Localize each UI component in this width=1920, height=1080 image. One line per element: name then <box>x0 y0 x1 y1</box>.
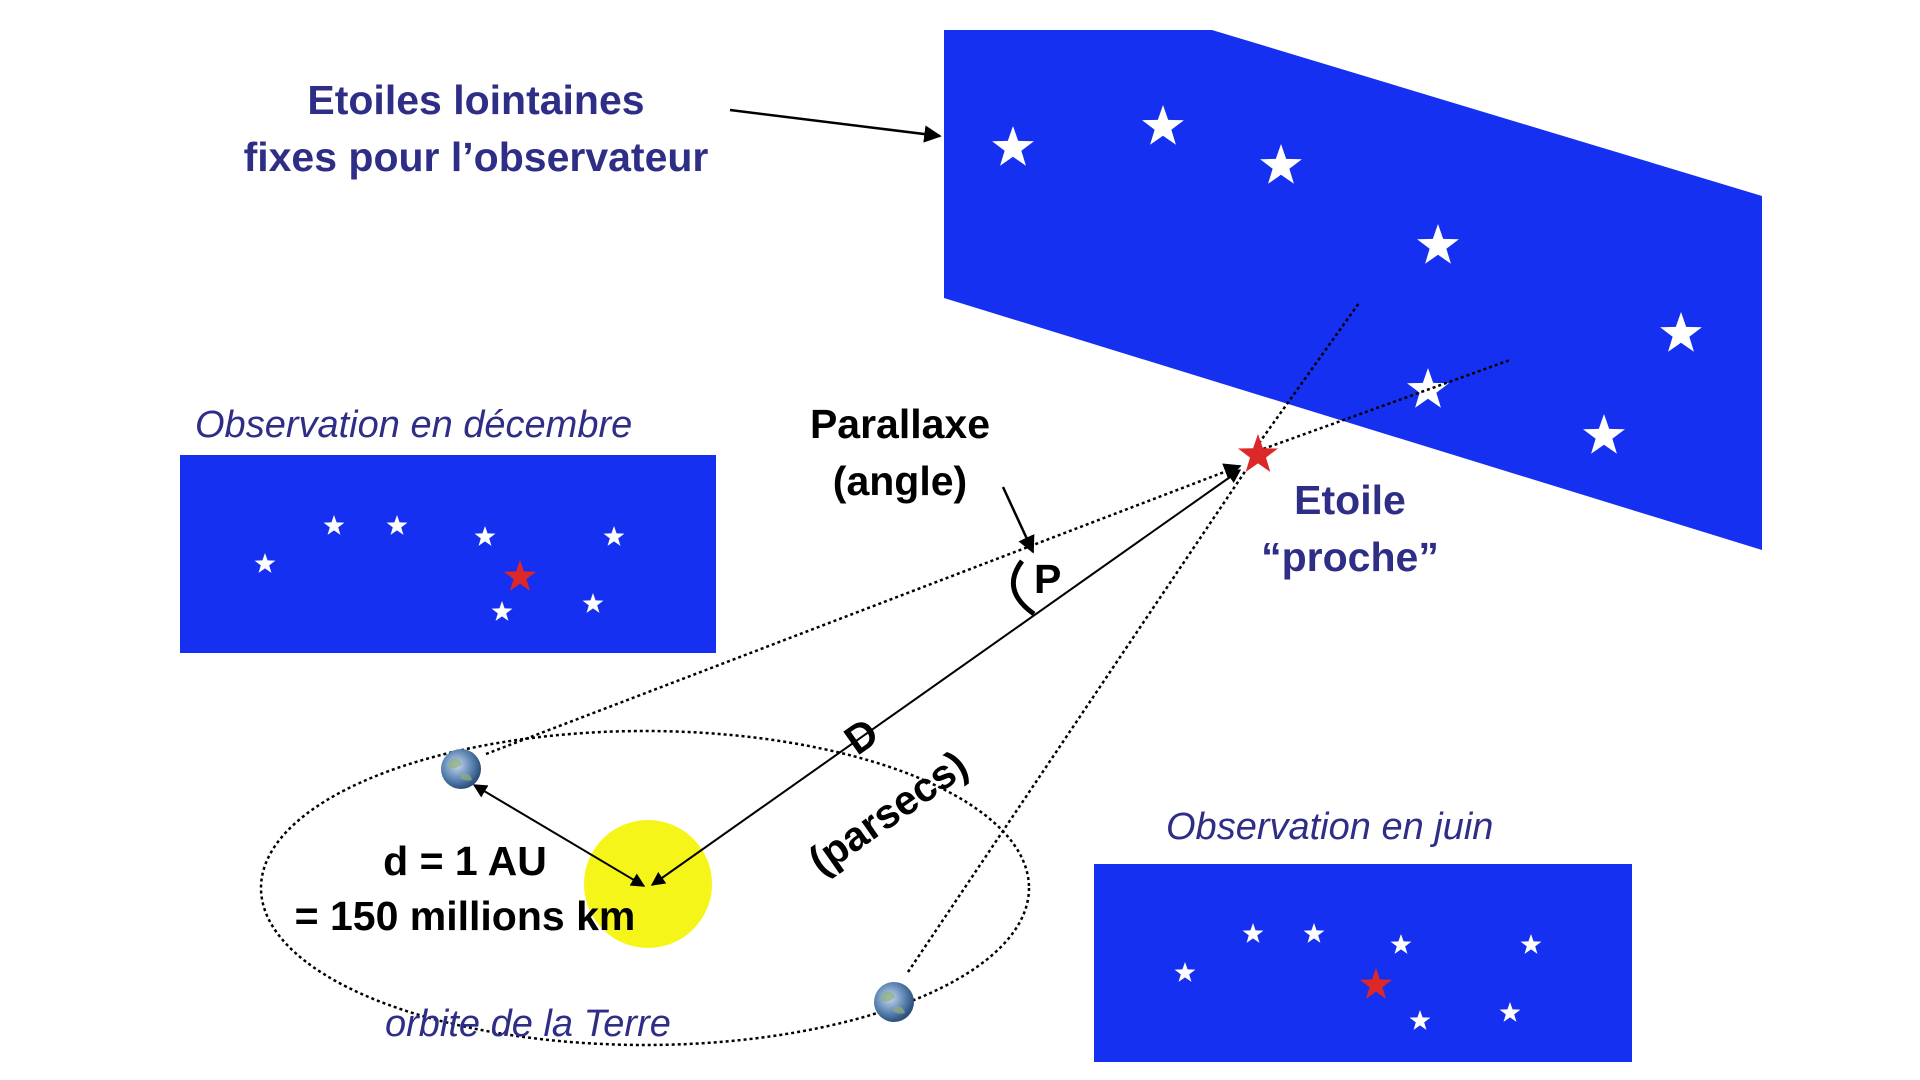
distant-sky-panel <box>944 30 1762 550</box>
observation-december-label: Observation en décembre <box>195 404 633 446</box>
sight-line-june-extension <box>1250 302 1361 454</box>
parallax-pointer <box>1001 486 1035 554</box>
distant-stars-label-line1: Etoiles lointaines <box>307 77 645 123</box>
orbit-label: orbite de la Terre <box>385 1003 671 1045</box>
sight-line-december-extension <box>1251 358 1511 455</box>
earth-sun-distance-line2: = 150 millions km <box>294 893 636 939</box>
near-star <box>1238 434 1278 472</box>
december-sky-panel <box>180 455 716 653</box>
observation-june-label: Observation en juin <box>1166 806 1494 848</box>
distant-stars-label: Etoiles lointaines fixes pour l’observat… <box>196 77 756 181</box>
earth-december <box>441 749 481 789</box>
parallax-label-line2: (angle) <box>832 458 968 504</box>
parallax-symbol: P <box>1034 556 1062 602</box>
earth-sun-distance-line1: d = 1 AU <box>383 838 547 884</box>
earth-orbit <box>259 729 1031 1047</box>
near-star-label: Etoile “proche” <box>1240 477 1460 581</box>
distant-stars-pointer <box>729 108 942 143</box>
parallax-label-line1: Parallaxe <box>809 401 991 447</box>
earth-sun-distance-label: d = 1 AU = 150 millions km <box>240 838 690 940</box>
distance-D-arrow <box>650 469 1242 886</box>
earth-sun-distance-arrow <box>472 784 646 887</box>
parallax-label: Parallaxe (angle) <box>770 401 1030 505</box>
parallax-angle-arc <box>1011 559 1036 617</box>
near-star-label-line2: “proche” <box>1261 534 1439 580</box>
earth-june <box>874 982 914 1022</box>
june-sky-panel <box>1094 864 1632 1062</box>
near-star-label-line1: Etoile <box>1294 477 1406 523</box>
distant-stars-label-line2: fixes pour l’observateur <box>243 134 709 180</box>
